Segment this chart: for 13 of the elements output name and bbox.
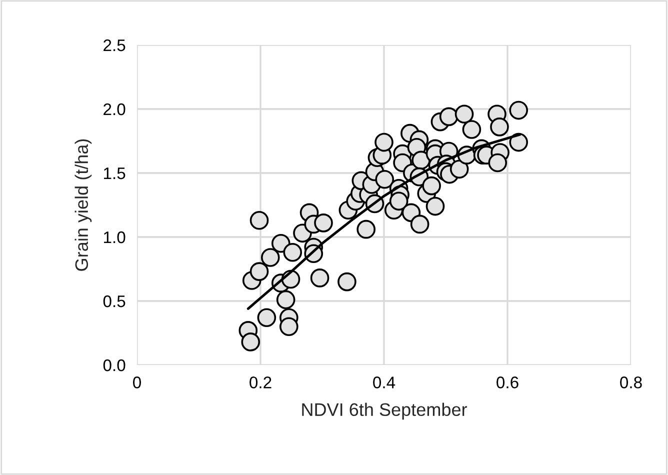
x-tick-label: 0 bbox=[133, 376, 141, 388]
x-tick-label: 0.8 bbox=[620, 376, 642, 388]
x-tick-label: 0.6 bbox=[496, 376, 518, 388]
y-tick-label: 0.5 bbox=[103, 295, 126, 308]
y-axis-title: Grain yield (t/ha) bbox=[74, 139, 92, 271]
y-tick-label: 1.0 bbox=[104, 231, 126, 244]
x-tick-label: 0.4 bbox=[373, 376, 396, 388]
y-tick-label: 0.0 bbox=[103, 359, 126, 372]
x-axis-title: NDVI 6th September bbox=[302, 402, 467, 420]
y-tick-label: 2.5 bbox=[104, 39, 126, 52]
y-tick-label: 1.5 bbox=[104, 168, 126, 180]
y-tick-label: 2.0 bbox=[104, 103, 126, 116]
x-tick-label: 0.2 bbox=[250, 376, 272, 388]
